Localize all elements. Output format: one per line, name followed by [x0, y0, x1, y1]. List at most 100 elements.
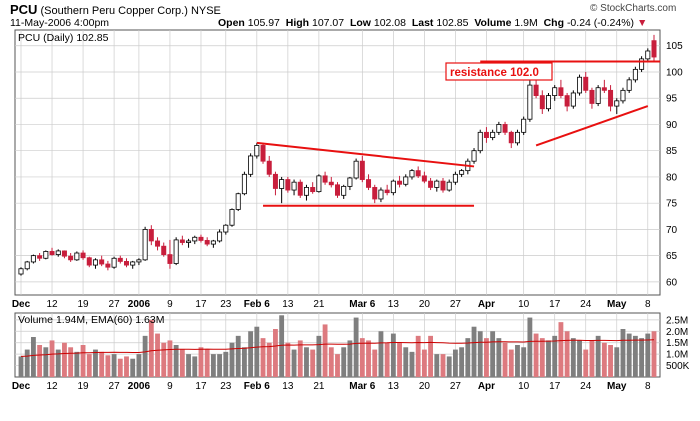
candle-body [539, 95, 545, 110]
volume-x-tick-label: Dec [12, 381, 31, 392]
candle-body [434, 180, 440, 188]
candle-body [49, 251, 55, 255]
volume-bar [366, 340, 371, 377]
volume-bar [428, 335, 434, 377]
volume-bar [353, 317, 359, 377]
credit-text: © StockCharts.com [590, 3, 677, 14]
volume-bar [99, 351, 105, 377]
price-x-tick-label: Mar 6 [349, 299, 376, 310]
volume-tick-label: 1.0M [666, 350, 688, 361]
volume-bar [37, 345, 43, 377]
ema-line [20, 339, 655, 357]
candle-body [570, 92, 576, 107]
candle-body [521, 118, 527, 133]
candle-body [260, 145, 266, 162]
candle-body [148, 229, 154, 242]
candle-body [68, 255, 74, 261]
candle-body [384, 189, 390, 194]
candle-body [229, 209, 235, 226]
volume-bar [248, 331, 254, 377]
volume-bar [235, 335, 241, 377]
high-value: 107.07 [311, 17, 345, 29]
volume-bar [210, 354, 216, 377]
candle-body [589, 89, 595, 104]
volume-bar [601, 342, 607, 377]
candle-body [24, 261, 30, 270]
volume-x-tick-label: 27 [450, 381, 462, 392]
volume-bar [43, 347, 49, 377]
volume-bar [595, 335, 601, 377]
volume-bar [273, 329, 278, 377]
price-x-tick-label: 13 [282, 299, 294, 310]
volume-bar [124, 356, 129, 377]
candle-body [390, 180, 396, 194]
candle-body [421, 175, 427, 182]
volume-bar [217, 354, 223, 377]
price-tick-label: 100 [666, 67, 683, 78]
candle-body [328, 181, 334, 186]
volume-bar [496, 338, 502, 377]
candle-body [136, 259, 142, 263]
candle-body [192, 236, 198, 242]
volume-x-axis: Dec 12 19 27 2006 9 17 23 Feb 6 13 21 Mar 6 13 20 27 Ap… [12, 381, 651, 392]
price-x-tick-label: 17 [195, 299, 207, 310]
candle-body [155, 240, 161, 247]
candle-body [459, 170, 465, 175]
volume-bar [533, 333, 539, 377]
price-tick-label: 85 [666, 146, 678, 157]
candle-body [577, 76, 583, 94]
volume-bar [421, 349, 427, 377]
volume-label: Volume [474, 17, 512, 29]
volume-bar [192, 356, 198, 377]
volume-bar [335, 354, 340, 377]
candle-body [533, 84, 539, 96]
price-x-tick-label: 2006 [128, 299, 151, 310]
candle-body [409, 170, 415, 178]
volume-tick-label: 2.0M [666, 327, 688, 338]
candle-body [111, 257, 117, 268]
volume-bar [570, 338, 576, 377]
price-tick-label: 95 [666, 94, 678, 105]
price-x-tick-label: 9 [167, 299, 173, 310]
volume-bar [198, 347, 204, 377]
candle-body [483, 131, 489, 138]
volume-bar [546, 340, 551, 377]
volume-bar [223, 351, 229, 377]
candle-body [223, 224, 229, 233]
candle-body [366, 179, 372, 188]
candle-body [564, 95, 570, 107]
candle-body [502, 124, 508, 133]
volume-bars [18, 315, 657, 377]
volume-bar [74, 351, 80, 377]
candle-body [639, 58, 645, 70]
price-x-tick-label: Feb 6 [244, 299, 271, 310]
candle-body [645, 50, 651, 60]
candle-body [272, 173, 278, 189]
volume-x-tick-label: 21 [313, 381, 325, 392]
candle-body [620, 89, 626, 102]
high-label: High [285, 17, 310, 29]
candle-body [490, 131, 496, 138]
volume-bar [477, 331, 483, 377]
last-label: Last [411, 17, 434, 29]
candle-body [86, 257, 92, 266]
company-name: (Southern Peru Copper Corp.) [40, 5, 188, 17]
candle-body [124, 261, 130, 266]
volume-bar [502, 342, 508, 377]
price-x-tick-label: 12 [46, 299, 58, 310]
volume-tick-label: 1.5M [666, 338, 688, 349]
volume-bar [527, 317, 533, 377]
volume-x-tick-label: 10 [518, 381, 530, 392]
candle-body [471, 150, 477, 162]
volume-bar [434, 354, 440, 377]
volume-bar [341, 347, 347, 377]
volume-bar [397, 342, 402, 377]
price-panel: 60 65 70 75 80 85 90 95 100 105 Dec 12 19 27 2006 9 17 2… [12, 29, 683, 310]
price-x-tick-label: 23 [220, 299, 232, 310]
exchange-name: NYSE [190, 5, 221, 17]
volume-bar [316, 335, 322, 377]
price-x-tick-label: 10 [518, 299, 530, 310]
volume-x-tick-label: Mar 6 [349, 381, 376, 392]
volume-bar [452, 349, 458, 377]
candle-body [552, 87, 558, 96]
